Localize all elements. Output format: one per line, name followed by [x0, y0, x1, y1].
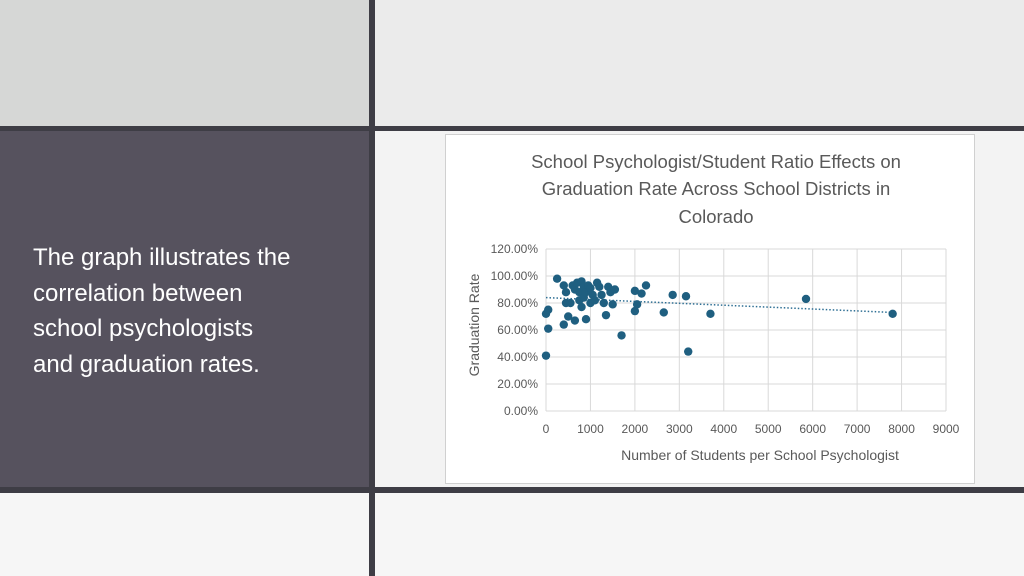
y-tick-label: 80.00% [497, 296, 538, 310]
data-point [597, 290, 606, 300]
data-point [659, 308, 668, 317]
data-point [681, 292, 691, 301]
caption-panel [0, 131, 369, 487]
panel-bottom-left [0, 493, 369, 576]
data-points [541, 274, 897, 360]
x-tick-label: 5000 [755, 422, 782, 436]
data-point [566, 298, 575, 308]
x-tick-label: 9000 [933, 422, 960, 436]
x-axis-ticks: 0 1000 2000 3000 4000 5000 6000 7000 8000 9000 [543, 422, 960, 436]
data-point [561, 288, 571, 297]
y-axis-ticks: 0.00% 20.00% 40.00% 60.00% 80.00% 100.00% 120.… [491, 242, 539, 418]
y-tick-label: 40.00% [497, 350, 538, 364]
data-point [559, 320, 568, 329]
data-point [544, 324, 553, 333]
x-tick-label: 6000 [799, 422, 826, 436]
data-point [595, 282, 604, 291]
x-tick-label: 3000 [666, 422, 693, 436]
y-tick-label: 60.00% [497, 323, 538, 337]
data-point [599, 298, 608, 308]
data-point [570, 316, 580, 325]
x-tick-label: 4000 [710, 422, 737, 436]
x-tick-label: 8000 [888, 422, 915, 436]
data-point [590, 296, 600, 305]
y-tick-label: 100.00% [491, 269, 539, 283]
data-point [610, 285, 620, 294]
x-tick-label: 2000 [622, 422, 649, 436]
scatter-chart: School Psychologist/Student Ratio Effect… [445, 134, 975, 484]
data-point [541, 351, 551, 360]
data-point [637, 289, 646, 298]
data-point [601, 310, 611, 320]
caption-line: correlation between [33, 279, 243, 307]
panel-top-left [0, 0, 369, 126]
chart-title-line: Graduation Rate Across School Districts … [542, 178, 891, 199]
data-point [617, 331, 626, 340]
data-point [564, 312, 573, 321]
y-axis-label: Graduation Rate [466, 273, 482, 376]
data-point [641, 281, 651, 290]
x-tick-label: 1000 [577, 422, 604, 436]
y-tick-label: 120.00% [491, 242, 539, 256]
panel-bottom-right [375, 493, 1024, 576]
x-axis-label: Number of Students per School Psychologi… [621, 447, 899, 463]
chart-title: School Psychologist/Student Ratio Effect… [531, 151, 901, 227]
data-point [586, 283, 595, 293]
x-tick-label: 0 [543, 422, 550, 436]
chart-canvas: School Psychologist/Student Ratio Effect… [466, 151, 960, 463]
data-point [888, 309, 897, 318]
data-point [706, 309, 715, 318]
slide-caption: The graph illustrates the correlation be… [33, 240, 343, 382]
caption-line: and graduation rates. [33, 350, 260, 378]
data-point [801, 294, 811, 304]
chart-title-line: Colorado [678, 206, 753, 227]
data-point [581, 315, 591, 324]
data-point [668, 290, 677, 300]
data-point [630, 286, 640, 296]
panel-top-right [375, 0, 1024, 126]
data-point [608, 300, 617, 309]
data-point [559, 281, 568, 290]
data-point [632, 300, 642, 309]
y-tick-label: 0.00% [504, 404, 538, 418]
caption-line: school psychologists [33, 315, 254, 342]
data-point [577, 302, 586, 312]
caption-line: The graph illustrates the [33, 244, 291, 271]
chart-title-line: School Psychologist/Student Ratio Effect… [531, 151, 901, 172]
data-point [630, 306, 640, 316]
data-point [684, 347, 693, 356]
x-tick-label: 7000 [844, 422, 871, 436]
data-point [544, 305, 553, 314]
data-point [552, 274, 562, 283]
y-tick-label: 20.00% [497, 377, 538, 391]
chart-gridlines [545, 248, 947, 412]
